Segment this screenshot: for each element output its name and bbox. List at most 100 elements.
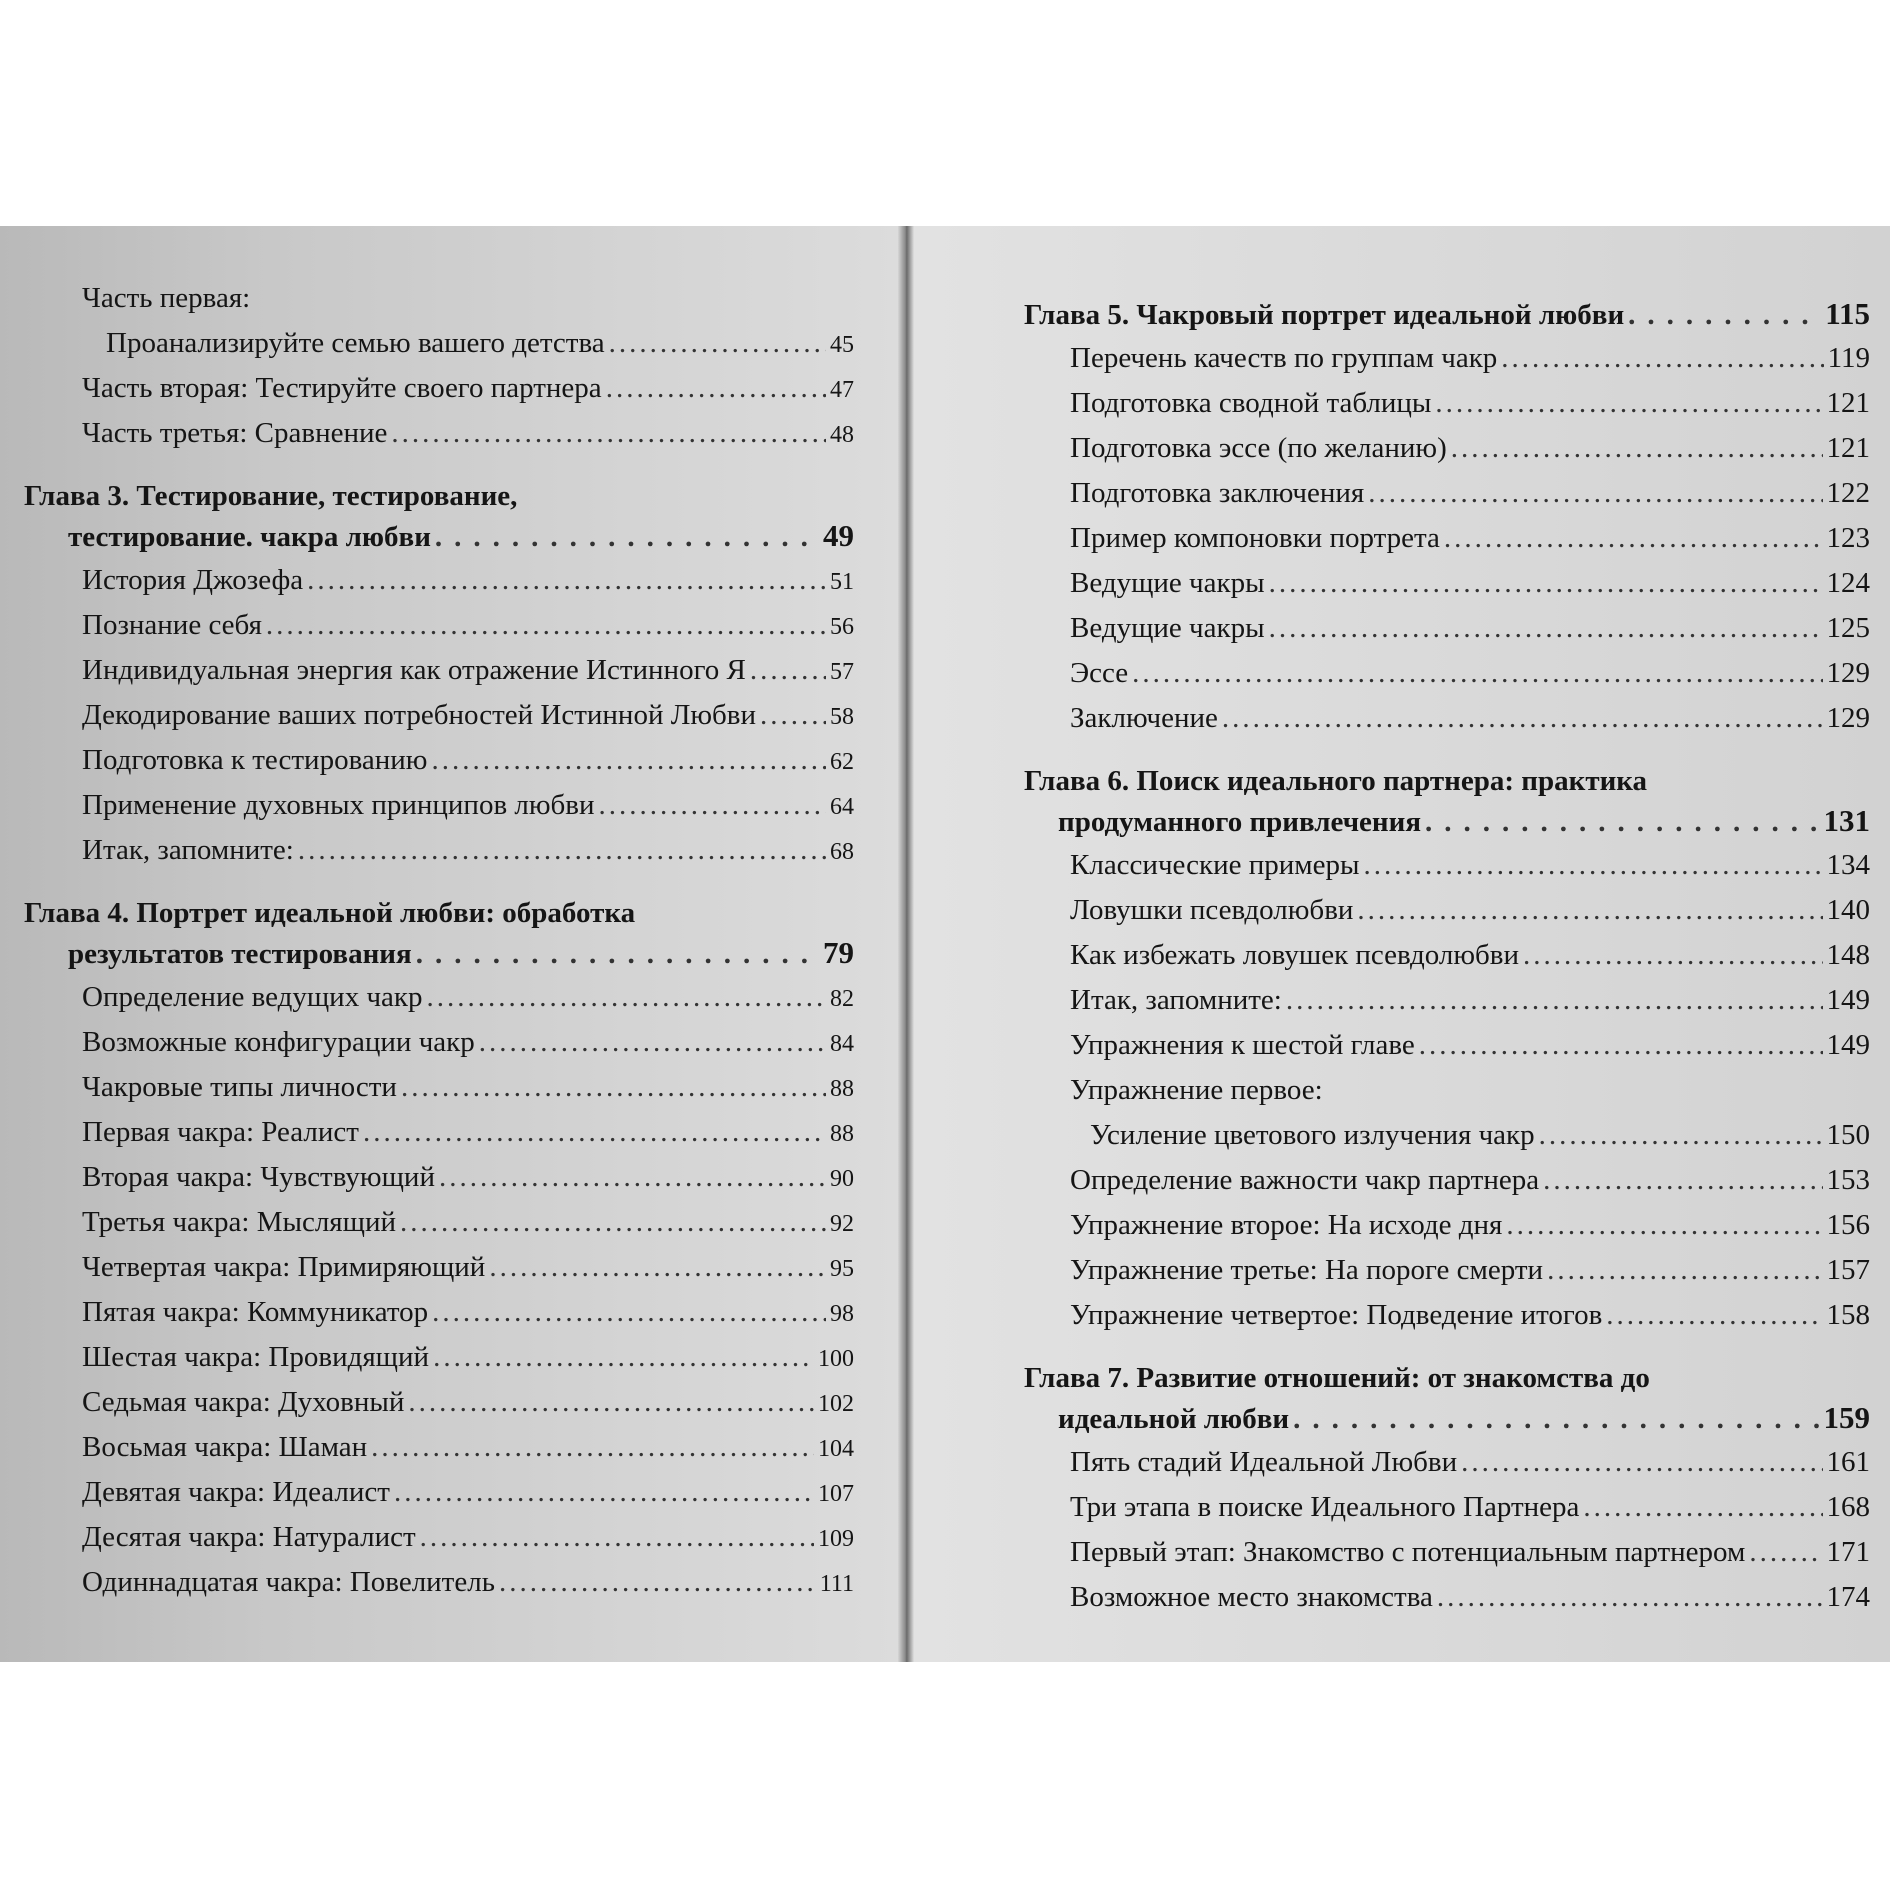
page-number: 48 (830, 422, 854, 448)
page-number: 159 (1823, 1400, 1871, 1435)
page-number: 51 (830, 569, 854, 595)
toc-entry: Как избежать ловушек псевдолюбви 148 (1024, 933, 1870, 978)
dot-leader (499, 1560, 816, 1605)
toc-entry: Пятая чакра: Коммуникатор 98 (24, 1290, 854, 1335)
dot-leader (1293, 1399, 1819, 1439)
toc-title: Познание себя (82, 609, 262, 641)
dot-leader (1506, 1203, 1822, 1248)
dot-leader (1437, 1575, 1823, 1620)
page-number: 157 (1826, 1254, 1871, 1286)
dot-leader (1363, 843, 1822, 888)
toc-title: Подготовка к тестированию (82, 744, 428, 776)
toc-title: Возможные конфигурации чакр (82, 1026, 475, 1058)
toc-entry: Десятая чакра: Натуралист 109 (24, 1515, 854, 1560)
toc-entry: Шестая чакра: Провидящий 100 (24, 1335, 854, 1380)
toc-entry: Седьмая чакра: Духовный 102 (24, 1380, 854, 1425)
dot-leader (1451, 426, 1823, 471)
dot-leader (1425, 802, 1819, 842)
toc-title: Упражнения к шестой главе (1070, 1029, 1415, 1061)
toc-title: Часть вторая: Тестируйте своего партнера (82, 372, 602, 404)
toc-chapter-heading: идеальной любви 159 (1024, 1398, 1870, 1438)
dot-leader (1547, 1248, 1822, 1293)
toc-chapter-heading: Глава 5. Чакровый портрет идеальной любв… (1024, 294, 1870, 334)
page-number: 57 (830, 659, 854, 685)
page-number: 79 (823, 935, 854, 970)
dot-leader (1368, 471, 1822, 516)
page-number: 156 (1826, 1209, 1871, 1241)
toc-title: Первый этап: Знакомство с потенциальным … (1070, 1536, 1746, 1568)
page-number: 129 (1826, 657, 1871, 689)
toc-title: Глава 5. Чакровый портрет идеальной любв… (1024, 299, 1625, 331)
dot-leader (1539, 1113, 1823, 1158)
page-number: 161 (1826, 1446, 1871, 1478)
toc-title: Четвертая чакра: Примиряющий (82, 1251, 486, 1283)
toc-entry: Итак, запомните: 149 (1024, 978, 1870, 1023)
toc-title: Индивидуальная энергия как отражение Ист… (82, 654, 746, 686)
toc-entry: Возможное место знакомства 174 (1024, 1575, 1870, 1620)
toc-entry: Упражнения к шестой главе 149 (1024, 1023, 1870, 1068)
dot-leader (1749, 1530, 1822, 1575)
toc-title: Шестая чакра: Провидящий (82, 1341, 430, 1373)
dot-leader (1435, 381, 1822, 426)
dot-leader (479, 1020, 826, 1065)
dot-leader (1543, 1158, 1822, 1203)
dot-leader (371, 1425, 814, 1470)
toc-entry: Применение духовных принципов любви 64 (24, 783, 854, 828)
toc-title: Как избежать ловушек псевдолюбви (1070, 939, 1519, 971)
book-spread: Часть первая: Проанализируйте семью вашег… (0, 226, 1890, 1662)
toc-entry: Девятая чакра: Идеалист 107 (24, 1470, 854, 1515)
toc-entry: Декодирование ваших потребностей Истинно… (24, 693, 854, 738)
page-number: 104 (818, 1436, 854, 1462)
toc-title: Подготовка сводной таблицы (1070, 387, 1432, 419)
toc-entry: Проанализируйте семью вашего детства 45 (24, 321, 854, 366)
toc-entry: Определение ведущих чакр 82 (24, 975, 854, 1020)
toc-title: Итак, запомните: (82, 834, 294, 866)
toc-chapter-heading: Глава 3. Тестирование, тестирование, (24, 476, 854, 516)
toc-title: Эссе (1070, 657, 1129, 689)
dot-leader (1461, 1440, 1822, 1485)
page-number: 88 (830, 1121, 854, 1147)
toc-entry: Восьмая чакра: Шаман 104 (24, 1425, 854, 1470)
toc-entry: Подготовка сводной таблицы 121 (1024, 381, 1870, 426)
dot-leader (1286, 978, 1823, 1023)
toc-entry: История Джозефа 51 (24, 558, 854, 603)
dot-leader (1583, 1485, 1822, 1530)
toc-title: Перечень качеств по группам чакр (1070, 342, 1498, 374)
toc-entry: Упражнение четвертое: Подведение итогов 1… (1024, 1293, 1870, 1338)
toc-entry: Подготовка заключения 122 (1024, 471, 1870, 516)
toc-entry: Часть третья: Сравнение 48 (24, 411, 854, 456)
page-number: 153 (1826, 1164, 1871, 1196)
toc-title: Третья чакра: Мыслящий (82, 1206, 397, 1238)
toc-entry: Подготовка эссе (по желанию) 121 (1024, 426, 1870, 471)
toc-title: Декодирование ваших потребностей Истинно… (82, 699, 757, 731)
page-number: 68 (830, 839, 854, 865)
dot-leader (1606, 1293, 1822, 1338)
toc-title: Упражнение четвертое: Подведение итогов (1070, 1299, 1603, 1331)
dot-leader (420, 1515, 814, 1560)
page-number: 171 (1826, 1536, 1871, 1568)
page-number: 121 (1826, 387, 1871, 419)
page-number: 49 (823, 518, 854, 553)
dot-leader (439, 1155, 826, 1200)
toc-title: Ведущие чакры (1070, 567, 1265, 599)
toc-title: Возможное место знакомства (1070, 1581, 1433, 1613)
page-number: 45 (830, 332, 854, 358)
page-number: 158 (1826, 1299, 1871, 1331)
dot-leader (1269, 561, 1823, 606)
toc-entry: Упражнение первое: (1024, 1068, 1870, 1113)
dot-leader (416, 934, 819, 974)
toc-title: Ведущие чакры (1070, 612, 1265, 644)
left-page: Часть первая: Проанализируйте семью вашег… (0, 226, 905, 1662)
toc-title: Глава 6. Поиск идеального партнера: прак… (1024, 765, 1648, 797)
toc-entry: Подготовка к тестированию 62 (24, 738, 854, 783)
dot-leader (1269, 606, 1823, 651)
toc-title: Подготовка заключения (1070, 477, 1365, 509)
page-number: 98 (830, 1301, 854, 1327)
dot-leader (750, 648, 826, 693)
toc-title: Пятая чакра: Коммуникатор (82, 1296, 429, 1328)
toc-entry: Чакровые типы личности 88 (24, 1065, 854, 1110)
toc-entry: Пять стадий Идеальной Любви 161 (1024, 1440, 1870, 1485)
toc-entry: Индивидуальная энергия как отражение Ист… (24, 648, 854, 693)
page-number: 90 (830, 1166, 854, 1192)
toc-title: тестирование. чакра любви (68, 521, 431, 553)
